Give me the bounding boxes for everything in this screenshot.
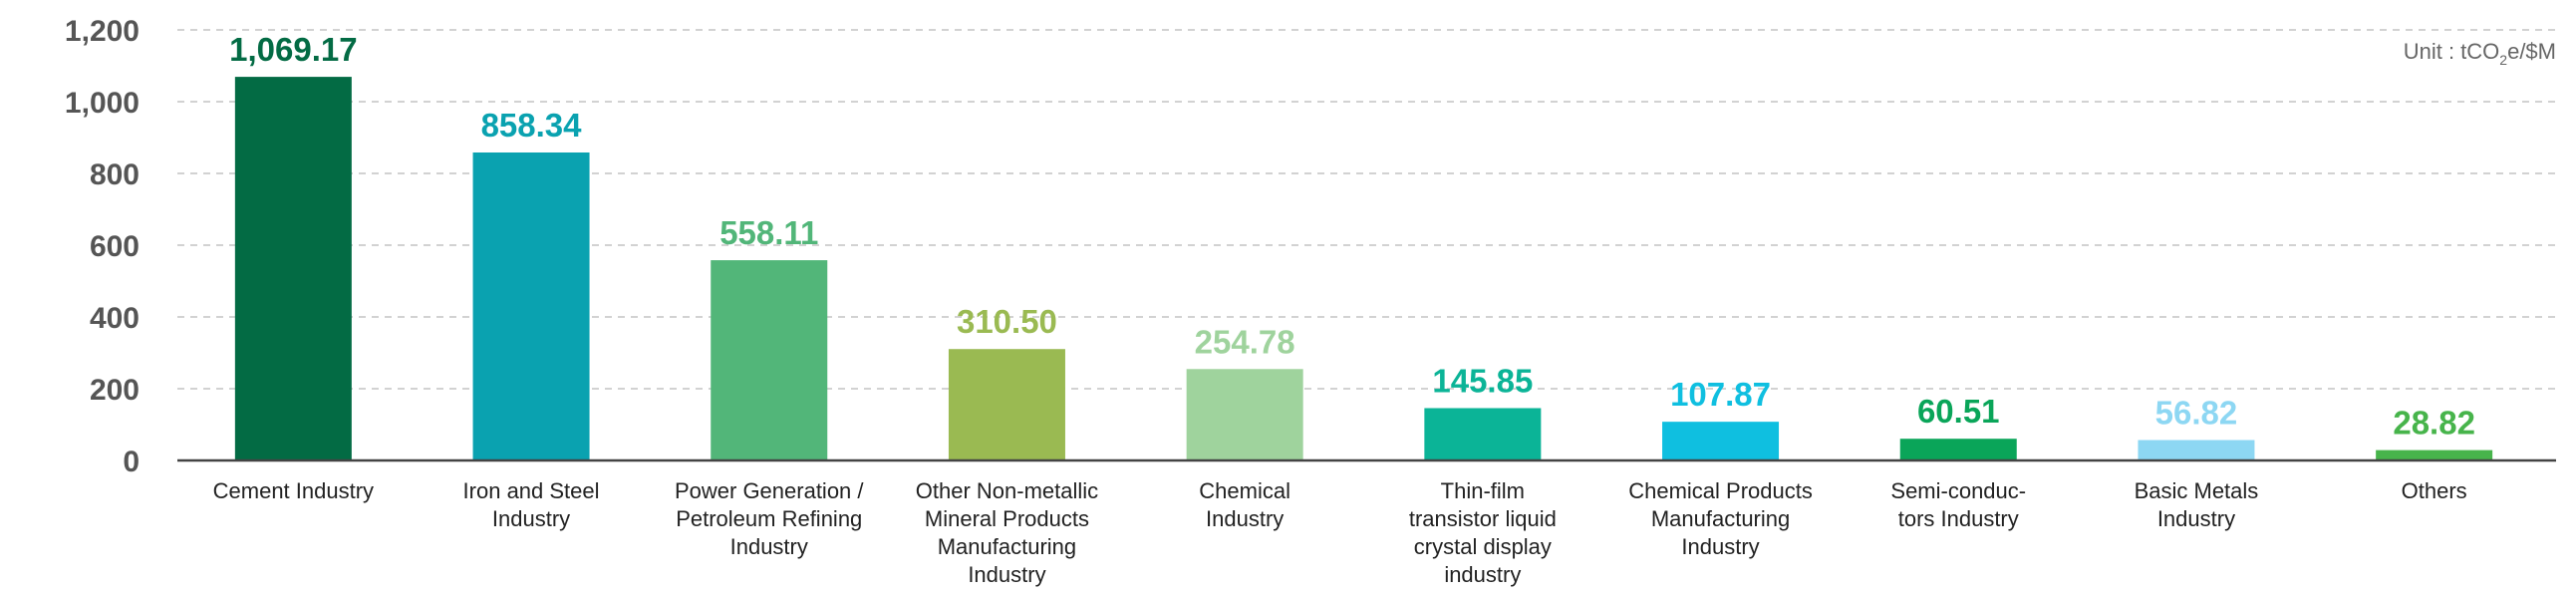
y-tick-label: 400 (90, 302, 140, 335)
category-label-line: crystal display (1414, 534, 1552, 559)
bar (948, 349, 1065, 460)
category-label-line: Industry (1206, 506, 1284, 531)
category-label-line: Iron and Steel (463, 478, 600, 503)
y-tick-label: 200 (90, 374, 140, 407)
bar (2376, 449, 2493, 460)
category-label-line: industry (1444, 562, 1521, 587)
category-label: Other Non-metallic Mineral Products Manufa… (916, 478, 1098, 587)
bar (1186, 369, 1303, 460)
category-label-line: Mineral Products (925, 506, 1089, 531)
data-label: 28.82 (2393, 405, 2475, 442)
data-label: 60.51 (1917, 393, 2000, 430)
category-label-line: tors Industry (1898, 506, 2019, 531)
category-label: Chemical Industry (1199, 478, 1290, 531)
unit-label-suffix: e/$M (2507, 39, 2556, 64)
category-label-line: Industry (1681, 534, 1759, 559)
data-label: 107.87 (1670, 376, 1771, 413)
y-tick-label: 0 (123, 446, 140, 478)
data-label: 558.11 (719, 214, 818, 251)
category-label: Cement Industry (213, 478, 374, 503)
category-label-line: Others (2402, 478, 2467, 503)
y-tick-label: 600 (90, 230, 140, 263)
category-label: Others (2402, 478, 2467, 503)
data-label: 145.85 (1432, 362, 1533, 399)
category-label-line: Chemical (1199, 478, 1290, 503)
data-label: 56.82 (2155, 395, 2238, 432)
data-label: 310.50 (957, 303, 1057, 340)
gridlines (177, 29, 2556, 390)
data-label: 1,069.17 (229, 31, 357, 68)
category-label-line: Industry (492, 506, 570, 531)
category-label: Chemical Products Manufacturing Industry (1628, 478, 1813, 559)
category-label-line: Chemical Products (1628, 478, 1813, 503)
category-label-line: Thin-film (1441, 478, 1525, 503)
bar (1899, 439, 2017, 460)
category-label: Iron and Steel Industry (463, 478, 600, 531)
category-label-line: Cement Industry (213, 478, 374, 503)
bars (234, 77, 2493, 460)
data-label: 858.34 (481, 107, 583, 144)
category-label-line: Petroleum Refining (676, 506, 862, 531)
category-label-line: Basic Metals (2135, 478, 2259, 503)
category-labels: Cement Industry Iron and Steel IndustryPow… (213, 478, 2467, 587)
y-tick-label: 1,200 (65, 15, 140, 48)
category-label-line: Industry (968, 562, 1045, 587)
category-label-line: Industry (2157, 506, 2235, 531)
category-label: Power Generation / Petroleum Refining Indu… (675, 478, 864, 559)
bar (1424, 408, 1542, 460)
bar (711, 260, 828, 460)
category-label: Basic Metals Industry (2135, 478, 2259, 531)
y-tick-label: 800 (90, 158, 140, 191)
category-label: Semi-conduc-tors Industry (1890, 478, 2026, 531)
category-label-line: transistor liquid (1409, 506, 1557, 531)
category-label-line: Semi-conduc- (1890, 478, 2026, 503)
data-label: 254.78 (1195, 323, 1295, 360)
y-axis-ticks: 0 200 400 600 800 1,000 1,200 (65, 15, 140, 478)
value-labels: 1,069.17 858.34 558.11 310.50 254.78 145.85 10… (229, 31, 2475, 442)
category-label: Thin-film transistor liquid crystal displa… (1409, 478, 1557, 587)
bar (1662, 422, 1780, 460)
unit-label: Unit : tCO2e/$M (2404, 39, 2556, 68)
bar (234, 77, 352, 460)
bar (2138, 440, 2255, 460)
unit-label-prefix: Unit : tCO (2404, 39, 2500, 64)
y-tick-label: 1,000 (65, 87, 140, 120)
category-label-line: Other Non-metallic (916, 478, 1098, 503)
category-label-line: Industry (730, 534, 808, 559)
category-label-line: Power Generation / (675, 478, 864, 503)
category-label-line: Manufacturing (938, 534, 1076, 559)
category-label-line: Manufacturing (1651, 506, 1790, 531)
unit-label-subscript: 2 (2499, 52, 2507, 68)
bar (472, 151, 590, 460)
